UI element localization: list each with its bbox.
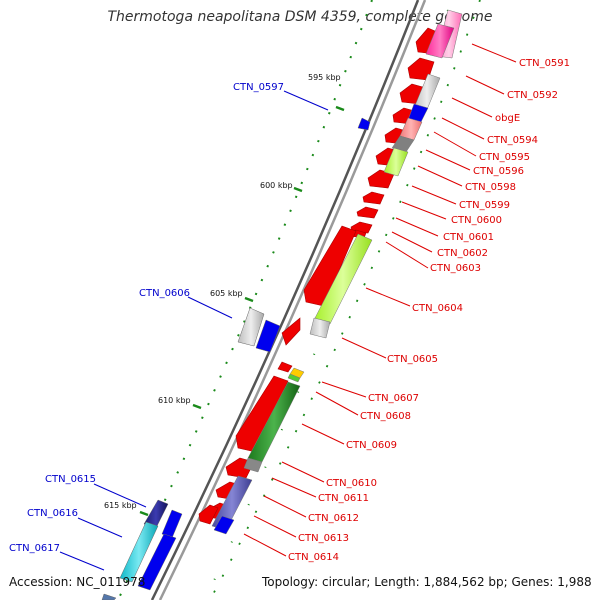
gene-label-ctn-0617[interactable]: CTN_0617 xyxy=(9,543,60,554)
forward-leaders xyxy=(59,90,329,571)
block-ctn-0598-lime[interactable] xyxy=(383,147,409,177)
gene-label-ctn-0602[interactable]: CTN_0602 xyxy=(437,248,488,259)
block-ctn-0606-gray[interactable] xyxy=(237,307,265,347)
genome-summary-label: Topology: circular; Length: 1,884,562 bp… xyxy=(262,575,592,589)
arrow-ctn-0615[interactable] xyxy=(161,509,183,539)
gene-label-ctn-0603[interactable]: CTN_0603 xyxy=(430,263,481,274)
gene-label-ctn-0601[interactable]: CTN_0601 xyxy=(443,232,494,243)
arrow-ctn-0600[interactable] xyxy=(356,206,379,219)
gene-label-ctn-0604[interactable]: CTN_0604 xyxy=(412,303,463,314)
gene-label-ctn-0599[interactable]: CTN_0599 xyxy=(459,200,510,211)
gene-label-ctn-0613[interactable]: CTN_0613 xyxy=(298,533,349,544)
scale-label-605: 605 kbp xyxy=(210,289,243,298)
reverse-labels: CTN_0591 CTN_0592 obgE CTN_0594 CTN_0595… xyxy=(288,58,570,563)
map-title: Thermotoga neapolitana DSM 4359, complet… xyxy=(107,9,493,25)
arrow-ctn-0603[interactable] xyxy=(303,225,357,307)
block-ctn-0608-green[interactable] xyxy=(287,373,301,383)
block-ctn-0604-lime[interactable] xyxy=(313,233,373,325)
arrow-ctn-0592[interactable] xyxy=(407,57,435,81)
genome-backbone-outer xyxy=(150,0,420,600)
scale-label-610: 610 kbp xyxy=(158,396,191,405)
major-ticks xyxy=(139,105,345,517)
gene-label-ctn-0610[interactable]: CTN_0610 xyxy=(326,478,377,489)
reverse-strand-arrows xyxy=(198,27,443,525)
arrow-ctn-0605[interactable] xyxy=(281,317,301,346)
gene-label-obge[interactable]: obgE xyxy=(495,113,520,124)
gene-label-ctn-0611[interactable]: CTN_0611 xyxy=(318,493,369,504)
accession-label: Accession: NC_011978 xyxy=(9,575,146,589)
block-ctn-0617-steel[interactable] xyxy=(101,593,117,600)
block-ctn-0605-gray[interactable] xyxy=(309,317,331,339)
gene-label-ctn-0609[interactable]: CTN_0609 xyxy=(346,440,397,451)
gene-label-ctn-0596[interactable]: CTN_0596 xyxy=(473,166,524,177)
arrow-ctn-0599[interactable] xyxy=(362,191,385,205)
gene-label-ctn-0605[interactable]: CTN_0605 xyxy=(387,354,438,365)
gene-label-ctn-0598[interactable]: CTN_0598 xyxy=(465,182,516,193)
gene-label-ctn-0614[interactable]: CTN_0614 xyxy=(288,552,339,563)
gene-label-ctn-0592[interactable]: CTN_0592 xyxy=(507,90,558,101)
forward-strand-features xyxy=(101,117,371,600)
gene-label-ctn-0612[interactable]: CTN_0612 xyxy=(308,513,359,524)
scale-tick-track xyxy=(117,0,373,600)
block-ctn-0592-magenta[interactable] xyxy=(425,23,455,59)
gene-label-ctn-0607[interactable]: CTN_0607 xyxy=(368,393,419,404)
gc-dot-track xyxy=(209,0,481,600)
gene-label-ctn-0606[interactable]: CTN_0606 xyxy=(139,288,190,299)
gene-label-ctn-0597[interactable]: CTN_0597 xyxy=(233,82,284,93)
forward-labels: CTN_0597 CTN_0606 CTN_0615 CTN_0616 CTN_… xyxy=(9,82,284,554)
scale-label-615: 615 kbp xyxy=(104,501,137,510)
arrow-ctn-0614[interactable] xyxy=(198,504,219,525)
arrow-ctn-0616[interactable] xyxy=(137,533,177,591)
gene-label-ctn-0594[interactable]: CTN_0594 xyxy=(487,135,538,146)
gene-label-ctn-0615[interactable]: CTN_0615 xyxy=(45,474,96,485)
arrow-ctn-0597[interactable] xyxy=(357,117,371,131)
reverse-leaders xyxy=(243,43,517,557)
gene-label-ctn-0595[interactable]: CTN_0595 xyxy=(479,152,530,163)
gene-label-ctn-0608[interactable]: CTN_0608 xyxy=(360,411,411,422)
block-ctn-0616-cyan[interactable] xyxy=(119,521,159,583)
arrow-ctn-0609[interactable] xyxy=(235,375,289,453)
gene-label-ctn-0616[interactable]: CTN_0616 xyxy=(27,508,78,519)
block-ctn-0613-blue[interactable] xyxy=(213,515,235,535)
scale-label-595: 595 kbp xyxy=(308,73,341,82)
gene-label-ctn-0591[interactable]: CTN_0591 xyxy=(519,58,570,69)
gene-label-ctn-0600[interactable]: CTN_0600 xyxy=(451,215,502,226)
scale-label-600: 600 kbp xyxy=(260,181,293,190)
reverse-strand-blocks xyxy=(211,9,463,535)
block-ctn-0610-gray[interactable] xyxy=(243,457,263,473)
arrow-ctn-0606[interactable] xyxy=(255,319,281,353)
arrow-ctn-0607[interactable] xyxy=(277,361,293,373)
